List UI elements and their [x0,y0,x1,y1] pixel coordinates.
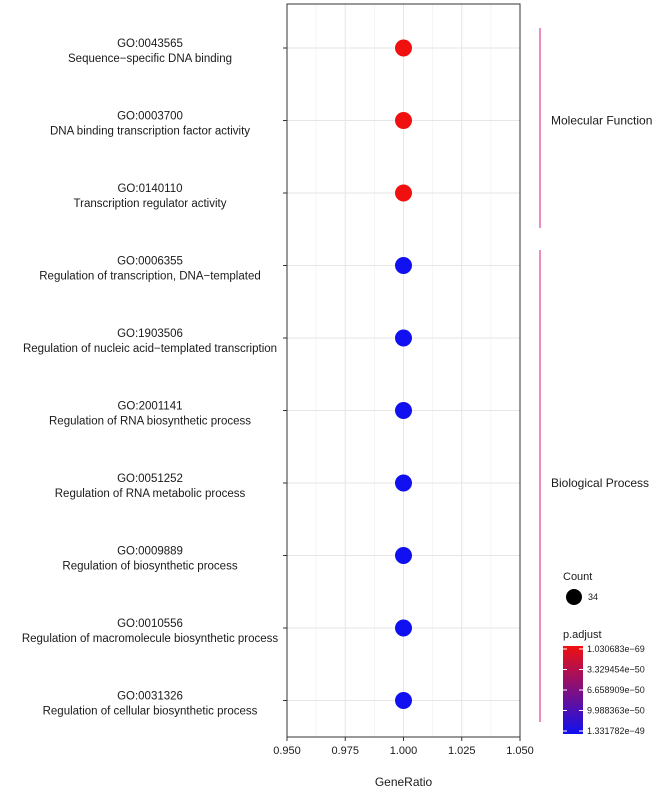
facet-label: Biological Process [551,476,649,490]
x-tick-label: 1.025 [448,745,476,757]
x-tick-label: 0.950 [273,745,301,757]
padjust-legend-labels: 1.030683e−69 3.329454e−50 6.658909e−50 9.98… [563,644,645,736]
term-name-label: Regulation of macromolecule biosynthetic… [22,633,279,645]
term-name-label: DNA binding transcription factor activit… [50,126,250,138]
data-point [395,257,412,274]
data-point [395,619,412,637]
term-id-label: GO:0140110 [117,183,182,195]
term-name-label: Transcription regulator activity [74,198,227,210]
term-id-label: GO:0031326 [117,691,183,703]
term-name-label: Regulation of biosynthetic process [62,561,237,573]
data-point [395,184,412,202]
data-point [395,547,412,564]
x-tick-label: 0.975 [331,745,359,757]
term-name-label: Regulation of RNA biosynthetic process [49,416,251,428]
term-id-label: GO:0006355 [117,256,183,268]
data-point [395,474,412,492]
data-point [395,39,412,57]
term-id-label: GO:1903506 [117,328,183,340]
y-axis-labels: GO:0043565 Sequence−specific DNA binding G… [22,38,287,718]
x-tick-label: 1.050 [506,745,534,757]
term-name-label: Regulation of transcription, DNA−templat… [39,271,261,283]
data-points [395,39,412,709]
term-name-label: Regulation of nucleic acid−templated tra… [23,343,277,355]
term-name-label: Regulation of cellular biosynthetic proc… [43,706,258,718]
x-axis: 0.950 0.975 1.000 1.025 1.050 [273,737,534,757]
padjust-legend: p.adjust 1.030683e−69 3.329454e−50 6.65890… [563,629,645,736]
term-name-label: Regulation of RNA metabolic process [55,488,246,500]
padjust-label: 6.658909e−50 [587,685,645,695]
term-id-label: GO:0003700 [117,111,183,123]
term-id-label: GO:0051252 [117,473,183,485]
term-id-label: GO:0009889 [117,546,183,558]
term-id-label: GO:0010556 [117,618,183,630]
term-id-label: GO:0043565 [117,38,183,50]
count-legend-dot [566,589,582,605]
padjust-label: 1.030683e−69 [587,644,645,654]
x-tick-label: 1.000 [390,745,418,757]
x-axis-title: GeneRatio [375,775,433,789]
count-legend: Count 34 [563,571,598,605]
count-legend-value: 34 [588,592,598,602]
padjust-legend-title: p.adjust [563,629,602,641]
term-name-label: Sequence−specific DNA binding [68,53,232,65]
padjust-label: 3.329454e−50 [587,665,645,675]
data-point [395,402,412,419]
data-point [395,112,412,129]
facet-label: Molecular Function [551,114,652,128]
padjust-label: 1.331782e−49 [587,726,645,736]
padjust-label: 9.988363e−50 [587,706,645,716]
data-point [395,692,412,709]
facet-strips: Molecular Function Biological Process [539,28,652,722]
padjust-colorbar [563,646,583,734]
term-id-label: GO:2001141 [117,401,182,413]
data-point [395,329,412,347]
count-legend-title: Count [563,571,592,583]
